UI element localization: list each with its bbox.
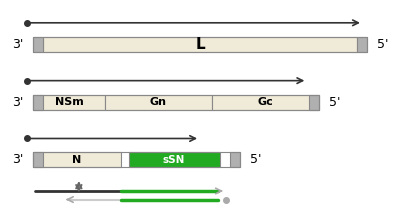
FancyBboxPatch shape [33,152,120,167]
Text: L: L [195,37,205,52]
FancyBboxPatch shape [128,152,220,167]
Text: 3': 3' [12,95,23,108]
FancyBboxPatch shape [357,37,367,52]
Text: NSm: NSm [54,97,83,107]
Text: 5': 5' [250,153,261,166]
FancyBboxPatch shape [33,95,105,110]
FancyBboxPatch shape [33,152,43,167]
FancyBboxPatch shape [105,95,212,110]
Text: 5': 5' [329,95,341,108]
Text: 3': 3' [12,153,23,166]
Text: Gc: Gc [258,97,274,107]
FancyBboxPatch shape [33,95,43,110]
FancyBboxPatch shape [309,95,319,110]
FancyBboxPatch shape [230,152,240,167]
Text: Gn: Gn [150,97,167,107]
Text: 3': 3' [12,38,23,51]
FancyBboxPatch shape [33,37,43,52]
Text: N: N [72,155,82,165]
FancyBboxPatch shape [212,95,319,110]
Text: sSN: sSN [163,155,185,165]
Text: 5': 5' [377,38,388,51]
FancyBboxPatch shape [43,37,357,52]
